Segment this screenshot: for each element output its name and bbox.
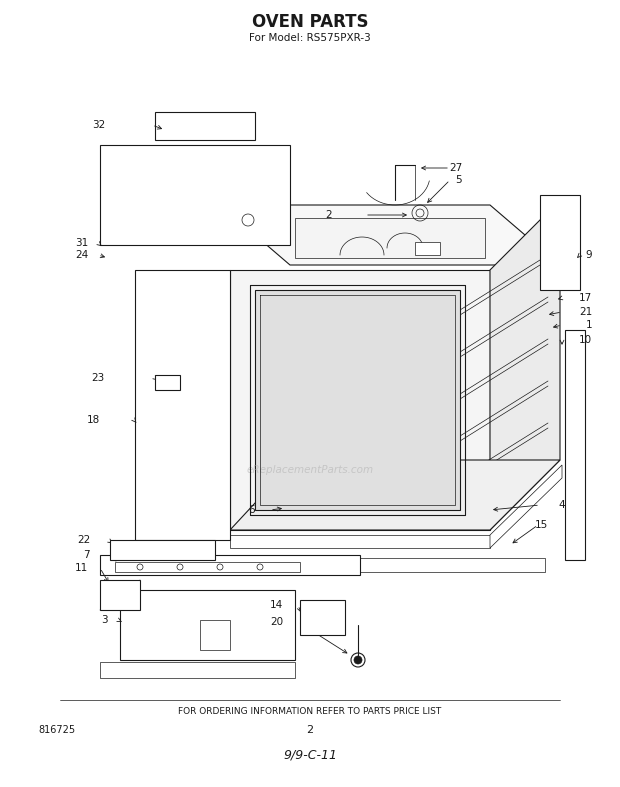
Text: 14: 14: [270, 600, 283, 610]
Text: 10: 10: [579, 335, 592, 345]
Text: 9: 9: [585, 250, 592, 260]
Polygon shape: [100, 580, 140, 610]
Text: 4: 4: [559, 500, 565, 510]
Polygon shape: [295, 218, 485, 258]
Text: 18: 18: [87, 415, 100, 425]
Polygon shape: [100, 555, 360, 575]
Polygon shape: [230, 460, 560, 530]
Polygon shape: [565, 330, 585, 560]
Polygon shape: [120, 590, 295, 660]
Text: 32: 32: [92, 120, 105, 130]
Text: 23: 23: [92, 373, 105, 383]
Text: 20: 20: [270, 617, 283, 627]
Polygon shape: [300, 600, 345, 635]
Text: 9/9-C-11: 9/9-C-11: [283, 748, 337, 762]
Polygon shape: [255, 290, 460, 510]
Polygon shape: [415, 242, 440, 255]
Text: 31: 31: [75, 238, 88, 248]
Polygon shape: [100, 662, 295, 678]
Polygon shape: [155, 112, 255, 140]
Text: 7: 7: [83, 550, 90, 560]
Polygon shape: [490, 200, 560, 530]
Text: 3: 3: [102, 615, 108, 625]
Text: 27: 27: [449, 163, 462, 173]
Text: 22: 22: [77, 535, 90, 545]
Circle shape: [354, 656, 362, 664]
Polygon shape: [230, 270, 490, 530]
Text: 2: 2: [326, 210, 332, 220]
Polygon shape: [200, 620, 230, 650]
Text: 21: 21: [578, 307, 592, 317]
Text: eReplacementParts.com: eReplacementParts.com: [246, 465, 374, 475]
Text: 816725: 816725: [38, 725, 75, 735]
Polygon shape: [155, 375, 180, 390]
Text: 6: 6: [249, 505, 255, 515]
Polygon shape: [135, 270, 230, 540]
Text: 17: 17: [578, 293, 592, 303]
Text: FOR ORDERING INFORMATION REFER TO PARTS PRICE LIST: FOR ORDERING INFORMATION REFER TO PARTS …: [179, 708, 441, 716]
Text: 15: 15: [534, 520, 548, 530]
Polygon shape: [230, 535, 490, 548]
Polygon shape: [100, 145, 290, 245]
Polygon shape: [115, 562, 300, 572]
Text: 24: 24: [75, 250, 88, 260]
Text: 1: 1: [585, 320, 592, 330]
Text: OVEN PARTS: OVEN PARTS: [252, 13, 368, 31]
Polygon shape: [260, 558, 545, 572]
Polygon shape: [540, 195, 580, 290]
Polygon shape: [490, 465, 562, 548]
Text: 5: 5: [455, 175, 462, 185]
Text: 2: 2: [306, 725, 314, 735]
Polygon shape: [220, 205, 560, 265]
Text: For Model: RS575PXR-3: For Model: RS575PXR-3: [249, 33, 371, 43]
Text: 11: 11: [75, 563, 88, 573]
Polygon shape: [110, 540, 215, 560]
